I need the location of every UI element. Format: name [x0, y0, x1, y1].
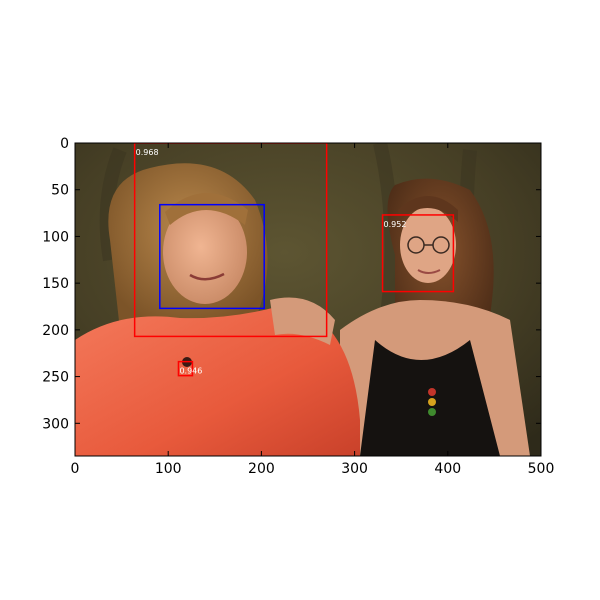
photograph	[75, 143, 541, 456]
detection-box	[159, 203, 265, 310]
x-tick-label: 500	[528, 461, 555, 477]
detection-box	[133, 143, 328, 338]
x-tick-label: 300	[341, 461, 368, 477]
y-tick-label: 100	[42, 229, 69, 245]
y-tick-label: 0	[60, 136, 69, 152]
x-tick-label: 0	[71, 461, 80, 477]
y-tick-label: 50	[51, 183, 69, 199]
detection-score-label: 0.946	[179, 367, 202, 376]
y-tick-label: 200	[42, 323, 69, 339]
x-tick-label: 100	[155, 461, 182, 477]
y-axis: 0 50 100 150 200 250 300	[42, 136, 541, 432]
detection-box	[177, 360, 194, 377]
y-tick-label: 250	[42, 370, 69, 386]
person-right	[340, 178, 530, 456]
y-tick-label: 300	[42, 416, 69, 432]
y-tick-label: 150	[42, 276, 69, 292]
x-axis: 0 100 200 300 400 500	[71, 143, 555, 477]
axes-frame	[74, 142, 542, 457]
detections-layer: 0.968 0.952 0.946	[133, 143, 455, 377]
detection-box	[381, 214, 455, 293]
detection-score-label: 0.952	[384, 220, 407, 229]
detection-score-label: 0.968	[136, 148, 159, 157]
person-left	[75, 163, 360, 456]
x-tick-label: 400	[434, 461, 461, 477]
x-tick-label: 200	[248, 461, 275, 477]
